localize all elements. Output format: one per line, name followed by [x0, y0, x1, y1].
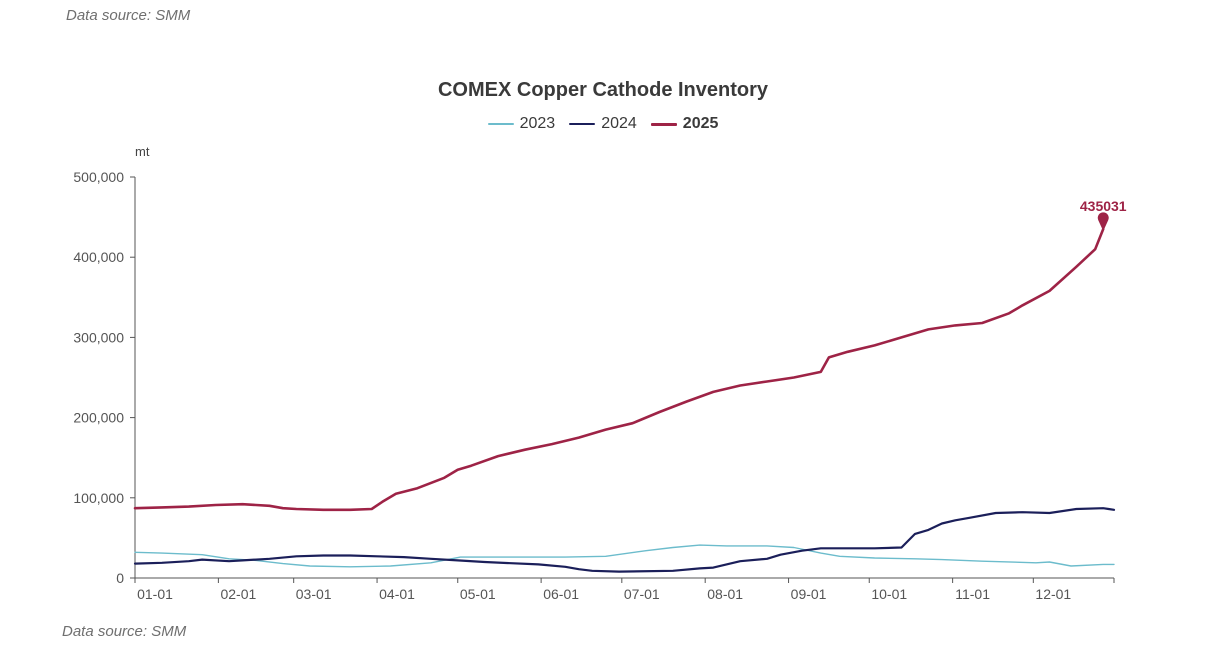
x-tick-label: 12-01	[1035, 586, 1071, 602]
x-tick-label: 05-01	[460, 586, 496, 602]
legend-label-2024: 2024	[601, 115, 637, 132]
x-tick-label: 03-01	[296, 586, 332, 602]
chart-annotation-group: 435031	[1080, 198, 1127, 232]
x-tick-label: 06-01	[543, 586, 579, 602]
y-axis-unit-label: mt	[135, 144, 150, 159]
legend-item-2023[interactable]: 2023	[487, 115, 556, 133]
series-line-2025	[133, 227, 1105, 512]
chart-title: COMEX Copper Cathode Inventory	[437, 79, 769, 101]
data-source-note-top: Data source: SMM	[66, 7, 191, 24]
peak-value-label: 435031	[1080, 198, 1127, 214]
x-tick-label: 08-01	[707, 586, 743, 602]
data-source-note-bottom: Data source: SMM	[62, 623, 187, 640]
x-tick-label: 11-01	[955, 586, 990, 602]
x-tick-label: 04-01	[379, 586, 415, 602]
legend-swatch-2025	[650, 122, 677, 126]
x-tick-label: 02-01	[220, 586, 256, 602]
series-line-2024	[133, 507, 1116, 573]
y-tick-label: 200,000	[73, 410, 124, 426]
y-tick-label: 500,000	[73, 169, 124, 185]
chart-series-group	[133, 227, 1116, 573]
peak-marker	[1097, 212, 1109, 232]
x-tick-label: 01-01	[137, 586, 173, 602]
chart-axes: 0 100,000 200,000 300,000 400,000 500,000 01-0…	[73, 169, 1115, 602]
legend-label-2025: 2025	[682, 115, 719, 132]
legend-label-2023: 2023	[519, 115, 556, 132]
legend-item-2025[interactable]: 2025	[650, 115, 719, 133]
chart-legend: 2023 2024 2025	[0, 115, 1206, 133]
x-tick-label: 07-01	[624, 586, 660, 602]
y-tick-label: 300,000	[73, 329, 124, 345]
x-tick-label: 10-01	[871, 586, 907, 602]
series-line-2023	[134, 544, 1115, 568]
legend-swatch-2023	[487, 123, 514, 125]
x-tick-label: 09-01	[791, 586, 827, 602]
legend-item-2024[interactable]: 2024	[569, 115, 637, 133]
y-tick-label: 100,000	[73, 490, 124, 506]
y-tick-label: 400,000	[73, 249, 124, 265]
legend-swatch-2024	[569, 123, 596, 125]
y-tick-label: 0	[116, 570, 124, 586]
